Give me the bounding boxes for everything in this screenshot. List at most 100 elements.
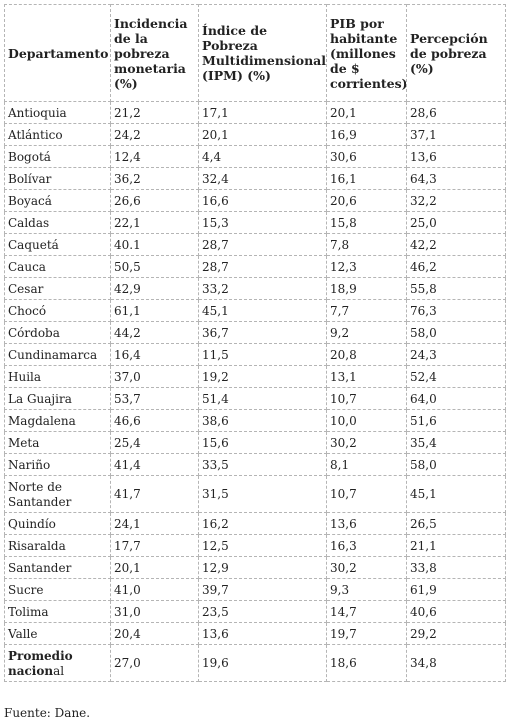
cell-percepcion: 24,3	[406, 343, 506, 366]
cell-total-label: Promedio nacional	[4, 644, 111, 682]
cell-pib: 20,1	[326, 101, 407, 124]
cell-percepcion: 29,2	[406, 622, 506, 645]
table-row: Nariño 41,4 33,5 8,1 58,0	[4, 453, 506, 476]
cell-departamento: Cauca	[4, 255, 111, 278]
cell-ipm: 45,1	[198, 299, 327, 322]
cell-departamento: Cundinamarca	[4, 343, 111, 366]
table-row: Boyacá 26,6 16,6 20,6 32,2	[4, 189, 506, 212]
table-row: Atlántico 24,2 20,1 16,9 37,1	[4, 123, 506, 146]
cell-ipm: 19,2	[198, 365, 327, 388]
cell-pib: 12,3	[326, 255, 407, 278]
cell-ipm: 17,1	[198, 101, 327, 124]
cell-departamento: Antioquia	[4, 101, 111, 124]
header-percepcion-pobreza: Percepción de pobreza (%)	[406, 4, 506, 102]
cell-departamento: Santander	[4, 556, 111, 579]
cell-pobreza-monetaria: 22,1	[110, 211, 199, 234]
cell-ipm: 31,5	[198, 475, 327, 513]
cell-percepcion: 33,8	[406, 556, 506, 579]
cell-departamento: Córdoba	[4, 321, 111, 344]
cell-ipm: 33,5	[198, 453, 327, 476]
cell-pobreza-monetaria: 24,2	[110, 123, 199, 146]
cell-pib: 10,7	[326, 475, 407, 513]
cell-pib: 16,9	[326, 123, 407, 146]
table-row: Cundinamarca 16,4 11,5 20,8 24,3	[4, 343, 506, 366]
cell-pobreza-monetaria: 24,1	[110, 512, 199, 535]
cell-pib: 30,6	[326, 145, 407, 168]
cell-percepcion: 26,5	[406, 512, 506, 535]
table-row: Valle 20,4 13,6 19,7 29,2	[4, 622, 506, 645]
cell-total-ipm: 19,6	[198, 644, 327, 682]
cell-pobreza-monetaria: 21,2	[110, 101, 199, 124]
cell-departamento: Risaralda	[4, 534, 111, 557]
cell-percepcion: 42,2	[406, 233, 506, 256]
table-row: Quindío 24,1 16,2 13,6 26,5	[4, 512, 506, 535]
cell-departamento: Bogotá	[4, 145, 111, 168]
cell-pobreza-monetaria: 26,6	[110, 189, 199, 212]
cell-pib: 18,9	[326, 277, 407, 300]
cell-ipm: 28,7	[198, 233, 327, 256]
table-row: Norte de Santander 41,7 31,5 10,7 45,1	[4, 475, 506, 513]
cell-ipm: 36,7	[198, 321, 327, 344]
cell-pib: 30,2	[326, 431, 407, 454]
table-row: Chocó 61,1 45,1 7,7 76,3	[4, 299, 506, 322]
cell-pobreza-monetaria: 40.1	[110, 233, 199, 256]
cell-departamento: Meta	[4, 431, 111, 454]
cell-pobreza-monetaria: 46,6	[110, 409, 199, 432]
cell-pobreza-monetaria: 20,1	[110, 556, 199, 579]
table-row: Magdalena 46,6 38,6 10,0 51,6	[4, 409, 506, 432]
table-row: Sucre 41,0 39,7 9,3 61,9	[4, 578, 506, 601]
cell-pib: 9,3	[326, 578, 407, 601]
cell-departamento: Nariño	[4, 453, 111, 476]
table-row: Risaralda 17,7 12,5 16,3 21,1	[4, 534, 506, 557]
cell-pib: 15,8	[326, 211, 407, 234]
table-row: Caldas 22,1 15,3 15,8 25,0	[4, 211, 506, 234]
cell-percepcion: 51,6	[406, 409, 506, 432]
cell-percepcion: 35,4	[406, 431, 506, 454]
header-incidencia-pobreza-monetaria: Incidencia de la pobreza monetaria (%)	[110, 4, 199, 102]
cell-ipm: 32,4	[198, 167, 327, 190]
cell-departamento: Chocó	[4, 299, 111, 322]
cell-percepcion: 25,0	[406, 211, 506, 234]
cell-total-pobreza-monetaria: 27,0	[110, 644, 199, 682]
cell-pib: 30,2	[326, 556, 407, 579]
cell-departamento: Valle	[4, 622, 111, 645]
cell-pobreza-monetaria: 37,0	[110, 365, 199, 388]
cell-percepcion: 52,4	[406, 365, 506, 388]
cell-percepcion: 58,0	[406, 321, 506, 344]
cell-pobreza-monetaria: 12,4	[110, 145, 199, 168]
cell-percepcion: 28,6	[406, 101, 506, 124]
cell-departamento: Boyacá	[4, 189, 111, 212]
cell-percepcion: 40,6	[406, 600, 506, 623]
cell-pobreza-monetaria: 20,4	[110, 622, 199, 645]
cell-ipm: 12,9	[198, 556, 327, 579]
table-row: La Guajira 53,7 51,4 10,7 64,0	[4, 387, 506, 410]
table-row: Cauca 50,5 28,7 12,3 46,2	[4, 255, 506, 278]
cell-pib: 9,2	[326, 321, 407, 344]
cell-ipm: 51,4	[198, 387, 327, 410]
cell-departamento: Huila	[4, 365, 111, 388]
source-note: Fuente: Dane.	[4, 706, 91, 720]
cell-pib: 7,7	[326, 299, 407, 322]
cell-departamento: La Guajira	[4, 387, 111, 410]
cell-pobreza-monetaria: 50,5	[110, 255, 199, 278]
cell-ipm: 4,4	[198, 145, 327, 168]
cell-percepcion: 32,2	[406, 189, 506, 212]
cell-ipm: 23,5	[198, 600, 327, 623]
cell-percepcion: 64,3	[406, 167, 506, 190]
table-row: Córdoba 44,2 36,7 9,2 58,0	[4, 321, 506, 344]
cell-pobreza-monetaria: 61,1	[110, 299, 199, 322]
cell-departamento: Atlántico	[4, 123, 111, 146]
header-ipm: Índice de Pobreza Multidimensional (IPM)…	[198, 4, 327, 102]
cell-percepcion: 76,3	[406, 299, 506, 322]
cell-pobreza-monetaria: 31,0	[110, 600, 199, 623]
cell-departamento: Norte de Santander	[4, 475, 111, 513]
cell-percepcion: 45,1	[406, 475, 506, 513]
cell-pobreza-monetaria: 16,4	[110, 343, 199, 366]
cell-percepcion: 46,2	[406, 255, 506, 278]
cell-pobreza-monetaria: 53,7	[110, 387, 199, 410]
cell-ipm: 15,3	[198, 211, 327, 234]
cell-ipm: 13,6	[198, 622, 327, 645]
cell-pib: 10,7	[326, 387, 407, 410]
table-row: Cesar 42,9 33,2 18,9 55,8	[4, 277, 506, 300]
cell-departamento: Magdalena	[4, 409, 111, 432]
